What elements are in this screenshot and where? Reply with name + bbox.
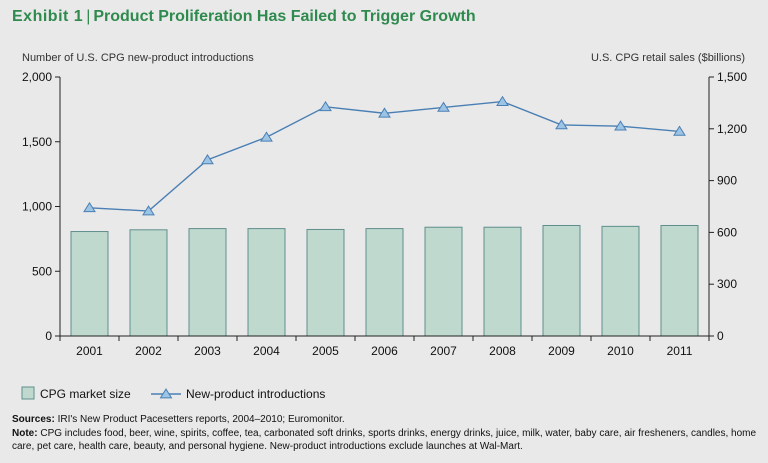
x-tick-label: 2010 [607, 344, 634, 358]
line-marker-2003 [201, 153, 214, 165]
bar-2002 [129, 229, 168, 337]
note-label: Note: [12, 427, 38, 439]
bar-2006 [365, 228, 404, 337]
bar-2011 [660, 224, 699, 337]
axes: 0 500 1,000 1,500 2,000 0 300 600 900 1,200 1,500 2… [22, 70, 747, 358]
sources-label: Sources: [12, 414, 55, 425]
left-axis-title: Number of U.S. CPG new-product introduct… [22, 52, 254, 64]
right-tick-label: 600 [717, 225, 737, 239]
right-axis-title: U.S. CPG retail sales ($billions) [591, 52, 745, 64]
x-tick-label: 2009 [548, 344, 575, 358]
legend: CPG market size New-product introductions [21, 386, 325, 401]
bar-2009 [542, 224, 581, 337]
line-marker-2004 [260, 131, 273, 142]
legend-bar-swatch [21, 386, 35, 400]
left-tick-label: 2,000 [22, 70, 52, 84]
line-marker-2010 [614, 120, 627, 131]
line-series [83, 95, 686, 216]
sources-line: Sources: IRI's New Product Pacesetters r… [12, 413, 760, 427]
bar-2004 [247, 228, 286, 337]
x-tick-label: 2011 [667, 344, 693, 358]
title-separator: | [86, 8, 91, 25]
note-line: Note: CPG includes food, beer, wine, spi… [12, 427, 760, 454]
title-text: Product Proliferation Has Failed to Trig… [93, 8, 476, 25]
footnotes: Sources: IRI's New Product Pacesetters r… [12, 413, 760, 454]
x-tick-label: 2003 [194, 344, 221, 358]
sources-text: IRI's New Product Pacesetters reports, 2… [57, 414, 345, 425]
bar-2005 [306, 228, 345, 337]
x-tick-label: 2002 [135, 344, 162, 358]
bar-2010 [601, 225, 640, 337]
line-marker-2011 [673, 125, 686, 136]
note-text: CPG includes food, beer, wine, spirits, … [12, 427, 757, 453]
exhibit-label: Exhibit 1 [12, 8, 84, 25]
bar-2001 [70, 231, 109, 337]
line-marker-2009 [555, 119, 568, 130]
x-tick-label: 2008 [489, 344, 516, 358]
bar-series [70, 224, 699, 337]
left-tick-label: 1,500 [22, 135, 52, 149]
left-tick-label: 500 [32, 264, 52, 278]
line-marker-2001 [83, 201, 96, 213]
bar-2003 [188, 228, 227, 337]
x-tick-label: 2004 [253, 344, 280, 358]
right-tick-label: 900 [717, 174, 737, 188]
bar-2008 [483, 226, 522, 337]
left-tick-label: 0 [45, 329, 52, 343]
legend-marker-swatch [159, 388, 173, 399]
x-tick-label: 2006 [371, 344, 398, 358]
line-marker-2005 [319, 100, 332, 112]
x-tick-label: 2007 [430, 344, 457, 358]
new-product-line [89, 100, 680, 212]
right-tick-label: 0 [717, 329, 724, 343]
x-tick-label: 2005 [312, 344, 339, 358]
line-marker-2006 [378, 107, 391, 118]
legend-line-label: New-product introductions [186, 387, 325, 401]
right-tick-label: 300 [717, 277, 737, 291]
right-tick-label: 1,500 [717, 70, 747, 84]
chart-title: Exhibit 1 | Product Proliferation Has Fail… [12, 8, 476, 26]
bar-2007 [424, 226, 463, 337]
line-marker-2002 [142, 205, 155, 216]
line-marker-2008 [496, 95, 509, 106]
right-tick-label: 1,200 [717, 122, 747, 136]
x-tick-label: 2001 [76, 344, 103, 358]
left-tick-label: 1,000 [22, 200, 52, 214]
line-marker-2007 [437, 101, 450, 112]
legend-bar-label: CPG market size [40, 387, 131, 401]
